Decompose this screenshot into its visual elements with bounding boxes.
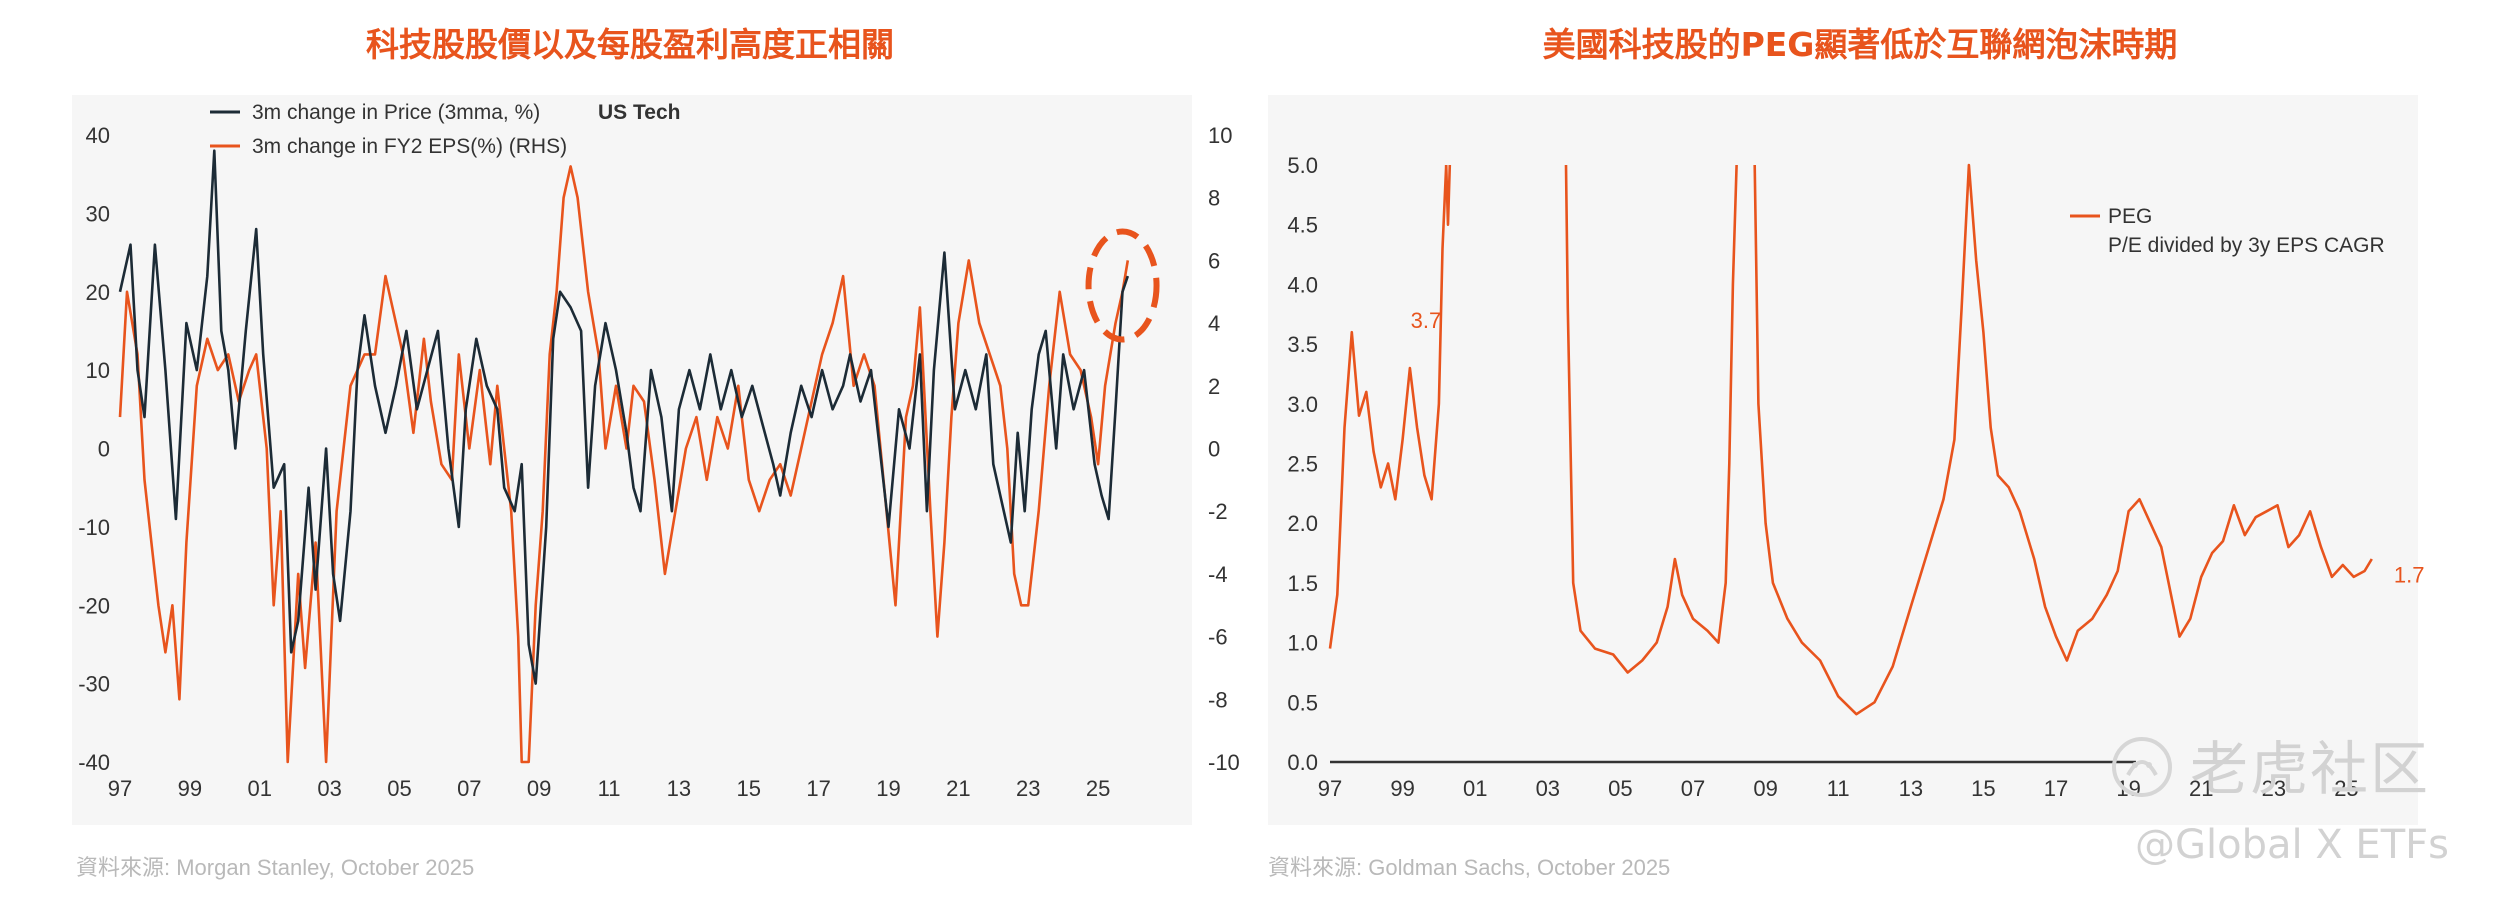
left-x-tick-label: 99 [178,776,202,801]
right-chart-title: 美國科技股的PEG顯著低於互聯網泡沫時期 [1542,25,2178,64]
peg-series-line [1444,164,1452,226]
left-x-tick-label: 03 [317,776,341,801]
left-y-tick-label: -20 [78,593,110,618]
right-axis-tick-label: 0 [1208,437,1220,462]
right-x-tick-label: 09 [1753,776,1777,801]
right-x-tick-label: 23 [2262,776,2286,801]
left-x-tick-label: 05 [387,776,411,801]
legend-sublabel-peg: P/E divided by 3y EPS CAGR [2108,234,2385,257]
peg-series-line [1753,163,2373,716]
left-y-tick-label: 40 [86,123,110,148]
right-axis-tick-label: -2 [1208,499,1228,524]
eps-series-line [118,165,1130,764]
left-y-tick-label: -40 [78,750,110,775]
left-x-tick-label: 17 [806,776,830,801]
right-source-note: 資料來源: Goldman Sachs, October 2025 [1268,855,1671,880]
price-series-line [118,149,1130,685]
right-y-tick-label: 5.0 [1287,153,1318,178]
left-x-tick-label: 25 [1086,776,1110,801]
right-legend: PEG P/E divided by 3y EPS CAGR [2070,205,2385,257]
highlight-circle [1085,228,1160,343]
right-axis-tick-label: -6 [1208,625,1228,650]
right-y-tick-label: 2.0 [1287,511,1318,536]
right-x-tick-label: 25 [2334,776,2358,801]
right-y-tick-label: 0.5 [1287,690,1318,715]
right-x-tick-label: 17 [2044,776,2068,801]
peg-data-label: 3.7 [1411,308,1442,333]
right-axis-tick-label: 10 [1208,123,1232,148]
left-source-note: 資料來源: Morgan Stanley, October 2025 [76,855,475,880]
right-x-tick-label: 97 [1318,776,1342,801]
right-y-tick-label: 2.5 [1287,452,1318,477]
right-y-tick-label: 1.0 [1287,631,1318,656]
right-y-tick-label: 4.0 [1287,272,1318,297]
right-y-tick-label: 0.0 [1287,750,1318,775]
legend-label-peg: PEG [2108,205,2152,228]
left-y-tick-label: 20 [86,280,110,305]
right-x-tick-label: 05 [1608,776,1632,801]
right-x-tick-label: 13 [1899,776,1923,801]
left-x-tick-label: 19 [876,776,900,801]
left-y-tick-label: -10 [78,515,110,540]
right-axis-tick-label: -4 [1208,562,1228,587]
right-axis-tick-label: -10 [1208,750,1240,775]
right-x-tick-label: 07 [1681,776,1705,801]
left-plot-area: 403020100-10-20-30-401086420-2-4-6-8-109… [78,123,1240,801]
left-x-tick-label: 23 [1016,776,1040,801]
right-axis-tick-label: 4 [1208,311,1220,336]
peg-series-line [1328,164,1448,649]
right-x-tick-label: 03 [1536,776,1560,801]
left-x-tick-label: 21 [946,776,970,801]
right-y-tick-label: 3.5 [1287,332,1318,357]
left-y-tick-label: 30 [86,201,110,226]
left-x-tick-label: 09 [527,776,551,801]
right-plot-area: 5.0 4.5 4.0 3.5 3.0 2.5 2.0 1.5 1.0 0.5 0.097 99 01 0… [1287,153,2424,801]
right-x-tick-label: 99 [1390,776,1414,801]
right-plot-background [1268,95,2418,825]
us-tech-annotation: US Tech [598,101,680,124]
left-y-tick-label: 0 [98,437,110,462]
watermark-name: 老虎社区 [2190,735,2431,803]
right-axis-tick-label: 2 [1208,374,1220,399]
right-y-tick-label: 3.0 [1287,392,1318,417]
left-chart-title: 科技股股價以及每股盈利高度正相關 [366,25,894,64]
peg-data-label: 1.7 [2394,563,2425,588]
left-legend: 3m change in Price (3mma, %) 3m change i… [210,101,680,158]
right-x-tick-label: 21 [2189,776,2213,801]
left-x-tick-label: 07 [457,776,481,801]
left-y-tick-label: 10 [86,358,110,383]
left-y-tick-label: -30 [78,672,110,697]
right-x-tick-label: 11 [1827,776,1850,801]
watermark-handle: @Global X ETFs [2135,822,2449,868]
right-axis-tick-label: 8 [1208,186,1220,211]
right-x-tick-label: 01 [1463,776,1487,801]
legend-label-eps: 3m change in FY2 EPS(%) (RHS) [252,135,567,158]
peg-series-line [1564,164,1738,674]
left-x-tick-label: 97 [108,776,132,801]
right-y-tick-label: 4.5 [1287,213,1318,238]
left-x-tick-label: 13 [667,776,691,801]
right-y-tick-label: 1.5 [1287,571,1318,596]
left-x-tick-label: 01 [247,776,271,801]
right-x-tick-label: 15 [1971,776,1995,801]
left-plot-background [72,95,1192,825]
legend-label-price: 3m change in Price (3mma, %) [252,101,540,124]
right-axis-tick-label: -8 [1208,687,1228,712]
left-x-tick-label: 15 [737,776,761,801]
left-x-tick-label: 11 [598,776,621,801]
right-x-tick-label: 19 [2116,776,2140,801]
right-axis-tick-label: 6 [1208,248,1220,273]
tiger-logo-icon [2112,737,2172,797]
